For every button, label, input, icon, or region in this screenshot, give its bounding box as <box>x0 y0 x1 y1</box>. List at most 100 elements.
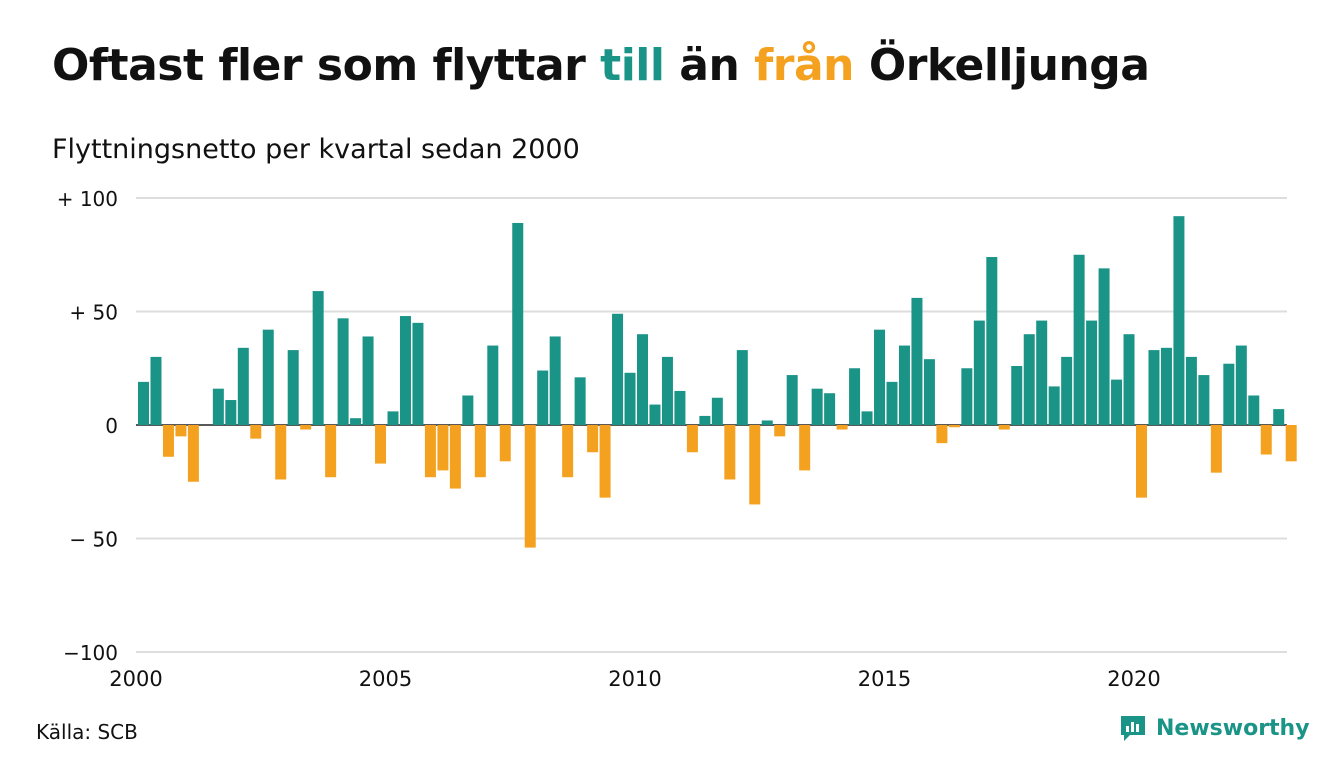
bar <box>736 350 748 425</box>
bar <box>138 381 149 425</box>
y-axis-labels: + 100 + 50 0 − 50 −100 <box>57 187 118 665</box>
bar <box>936 425 948 444</box>
bar <box>1248 395 1260 425</box>
bar <box>898 345 910 425</box>
bar <box>424 425 436 478</box>
y-tick-label: − 50 <box>69 528 118 552</box>
x-tick-label: 2000 <box>109 667 162 691</box>
bar <box>724 425 736 480</box>
bar <box>1086 320 1098 425</box>
bar <box>799 425 811 471</box>
bar <box>824 393 836 425</box>
bar <box>1073 254 1085 425</box>
bar <box>499 425 511 462</box>
bar <box>774 425 786 437</box>
bar <box>1260 425 1272 455</box>
bar <box>661 356 673 425</box>
bar <box>312 291 324 425</box>
bar <box>474 425 486 478</box>
bar <box>175 425 187 437</box>
bar <box>1061 356 1073 425</box>
bar <box>637 334 648 425</box>
bar <box>861 411 873 425</box>
bar <box>250 425 262 439</box>
bar <box>973 320 985 425</box>
bar <box>487 345 499 425</box>
bar <box>587 425 599 453</box>
y-tick-label: −100 <box>63 641 118 665</box>
bar <box>449 425 461 489</box>
bar <box>262 329 274 425</box>
bar <box>986 257 998 425</box>
bar <box>1123 334 1135 425</box>
chart-subtitle: Flyttningsnetto per kvartal sedan 2000 <box>52 134 580 165</box>
bar <box>711 397 723 425</box>
bar <box>874 329 886 425</box>
bar <box>674 390 686 425</box>
bar <box>599 425 611 498</box>
bar <box>749 425 761 505</box>
bar <box>150 356 162 425</box>
x-tick-label: 2020 <box>1107 667 1160 691</box>
bar <box>350 418 362 425</box>
bar <box>524 425 536 548</box>
bar <box>686 425 698 453</box>
bar <box>1098 268 1110 425</box>
newsworthy-logo-icon <box>1121 716 1145 741</box>
x-axis-labels: 2000 2005 2010 2015 2020 <box>109 667 1160 691</box>
bar <box>961 368 973 425</box>
bar <box>911 297 923 425</box>
bar <box>923 359 935 425</box>
bar <box>275 425 287 480</box>
bars <box>138 216 1297 548</box>
x-tick-label: 2015 <box>858 667 911 691</box>
bar <box>399 316 411 425</box>
bar <box>1148 350 1160 425</box>
bar <box>300 425 312 430</box>
bar <box>836 425 848 430</box>
bar <box>225 400 237 425</box>
bar <box>162 425 174 457</box>
chart-title: Oftast fler som flyttar till än från Örk… <box>52 40 1150 91</box>
brand-name: Newsworthy <box>1156 715 1310 741</box>
bar <box>574 377 586 425</box>
bar <box>886 381 898 425</box>
bar <box>612 313 624 425</box>
bar <box>624 372 636 425</box>
bar <box>1160 347 1172 425</box>
bar <box>337 318 349 425</box>
y-tick-label: + 100 <box>57 187 118 211</box>
bar <box>512 222 524 425</box>
bar <box>462 395 474 425</box>
bar <box>1185 356 1197 425</box>
title-part-1: Oftast fler som flyttar <box>52 40 586 91</box>
title-part-2: än <box>679 40 740 91</box>
bar <box>1048 386 1060 425</box>
bar <box>786 375 798 425</box>
bar <box>362 336 374 425</box>
bar <box>562 425 574 478</box>
bar <box>437 425 449 471</box>
bar <box>375 425 387 464</box>
bar <box>237 347 249 425</box>
bar <box>761 420 773 425</box>
x-tick-label: 2005 <box>359 667 412 691</box>
title-part-3: Örkelljunga <box>868 40 1150 91</box>
bar <box>1198 375 1210 425</box>
bar <box>1223 363 1235 425</box>
bar <box>948 425 960 428</box>
y-tick-label: + 50 <box>69 301 118 325</box>
bar <box>1273 409 1285 425</box>
source-note: Källa: SCB <box>36 720 138 744</box>
brand-logo: Newsworthy <box>1118 713 1310 743</box>
bar <box>1036 320 1048 425</box>
bar <box>549 336 561 425</box>
bar <box>1136 425 1147 498</box>
bar <box>412 322 424 425</box>
bar <box>1023 334 1035 425</box>
title-word-from: från <box>754 40 854 91</box>
bar <box>287 350 299 425</box>
bar <box>1235 345 1247 425</box>
bar <box>811 388 823 425</box>
bar <box>1173 216 1185 425</box>
